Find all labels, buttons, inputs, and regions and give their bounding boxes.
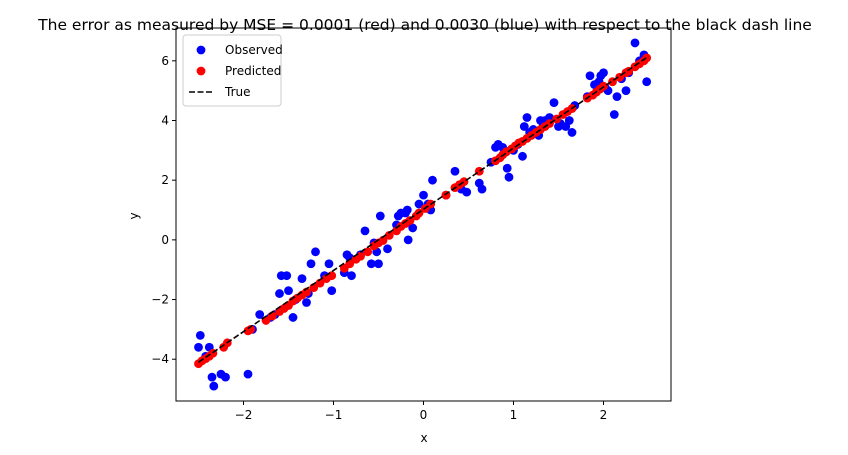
observed-point: [327, 286, 337, 295]
observed-point: [518, 151, 527, 161]
observed-point: [549, 98, 559, 107]
observed-point: [255, 310, 265, 319]
y-tick-label: −4: [151, 352, 169, 366]
observed-point: [297, 274, 307, 284]
observed-point: [428, 175, 437, 185]
observed-point: [522, 113, 532, 122]
x-tick-label: 2: [600, 408, 608, 422]
observed-point: [374, 259, 383, 269]
observed-point: [477, 184, 487, 194]
true-line: [198, 55, 649, 363]
observed-point: [414, 199, 424, 209]
legend-marker: [196, 45, 206, 55]
chart-title: The error as measured by MSE = 0.0001 (r…: [37, 16, 812, 34]
observed-point: [311, 247, 320, 257]
y-tick-label: 0: [161, 233, 169, 247]
observed-point: [642, 77, 652, 87]
y-tick-label: 2: [161, 173, 169, 187]
observed-point: [275, 289, 284, 298]
observed-point: [567, 128, 577, 137]
observed-point: [502, 163, 512, 173]
predicted-point: [327, 271, 337, 281]
y-tick-label: −2: [151, 293, 169, 307]
observed-point: [408, 223, 418, 233]
predicted-point: [378, 236, 388, 245]
y-tick-label: 4: [161, 114, 169, 128]
observed-point: [621, 86, 631, 96]
observed-point: [209, 381, 219, 391]
observed-point: [519, 122, 529, 131]
observed-point: [630, 38, 640, 48]
observed-point: [564, 116, 574, 125]
observed-point: [194, 342, 203, 352]
observed-point: [282, 271, 292, 281]
observed-point: [383, 244, 392, 254]
legend-label: True: [224, 85, 251, 99]
observed-point: [599, 68, 608, 78]
observed-point: [347, 271, 356, 281]
x-tick-label: 0: [420, 408, 428, 422]
observed-point: [288, 313, 298, 322]
observed-point: [504, 172, 514, 182]
predicted-point: [246, 324, 256, 334]
predicted-point: [405, 216, 415, 225]
x-axis: −2 −1 0 1 2: [235, 401, 608, 422]
legend-label: Predicted: [225, 64, 281, 78]
observed-point: [403, 235, 413, 245]
legend-box: [182, 34, 282, 107]
plot-area: [194, 38, 652, 391]
y-tick-label: 6: [161, 54, 169, 68]
observed-point: [207, 372, 217, 382]
predicted-point: [315, 278, 325, 288]
x-tick-label: 1: [510, 408, 518, 422]
observed-point: [366, 259, 376, 269]
observed-point: [324, 259, 334, 269]
observed-point: [402, 205, 412, 215]
observed-point: [221, 372, 230, 382]
x-axis-label: x: [420, 431, 427, 445]
observed-point: [306, 259, 316, 269]
observed-point: [585, 71, 595, 81]
observed-point: [302, 298, 311, 307]
x-tick-label: −1: [325, 408, 343, 422]
legend-marker: [196, 66, 206, 76]
y-axis: −4 −2 0 2 4 6: [151, 54, 176, 366]
x-tick-label: −2: [235, 408, 253, 422]
legend: Observed Predicted True: [182, 34, 283, 107]
observed-point: [612, 92, 622, 102]
observed-point: [360, 226, 370, 236]
observed-point: [243, 369, 253, 379]
observed-point: [284, 286, 293, 295]
observed-point: [462, 187, 472, 197]
predicted-point: [642, 53, 652, 63]
observed-point: [419, 190, 428, 200]
observed-point: [195, 330, 205, 340]
observed-point: [375, 211, 385, 221]
observed-point: [450, 166, 460, 176]
y-axis-label: y: [127, 212, 141, 219]
legend-label: Observed: [225, 43, 283, 57]
predicted-point: [384, 230, 394, 240]
observed-point: [609, 110, 619, 119]
